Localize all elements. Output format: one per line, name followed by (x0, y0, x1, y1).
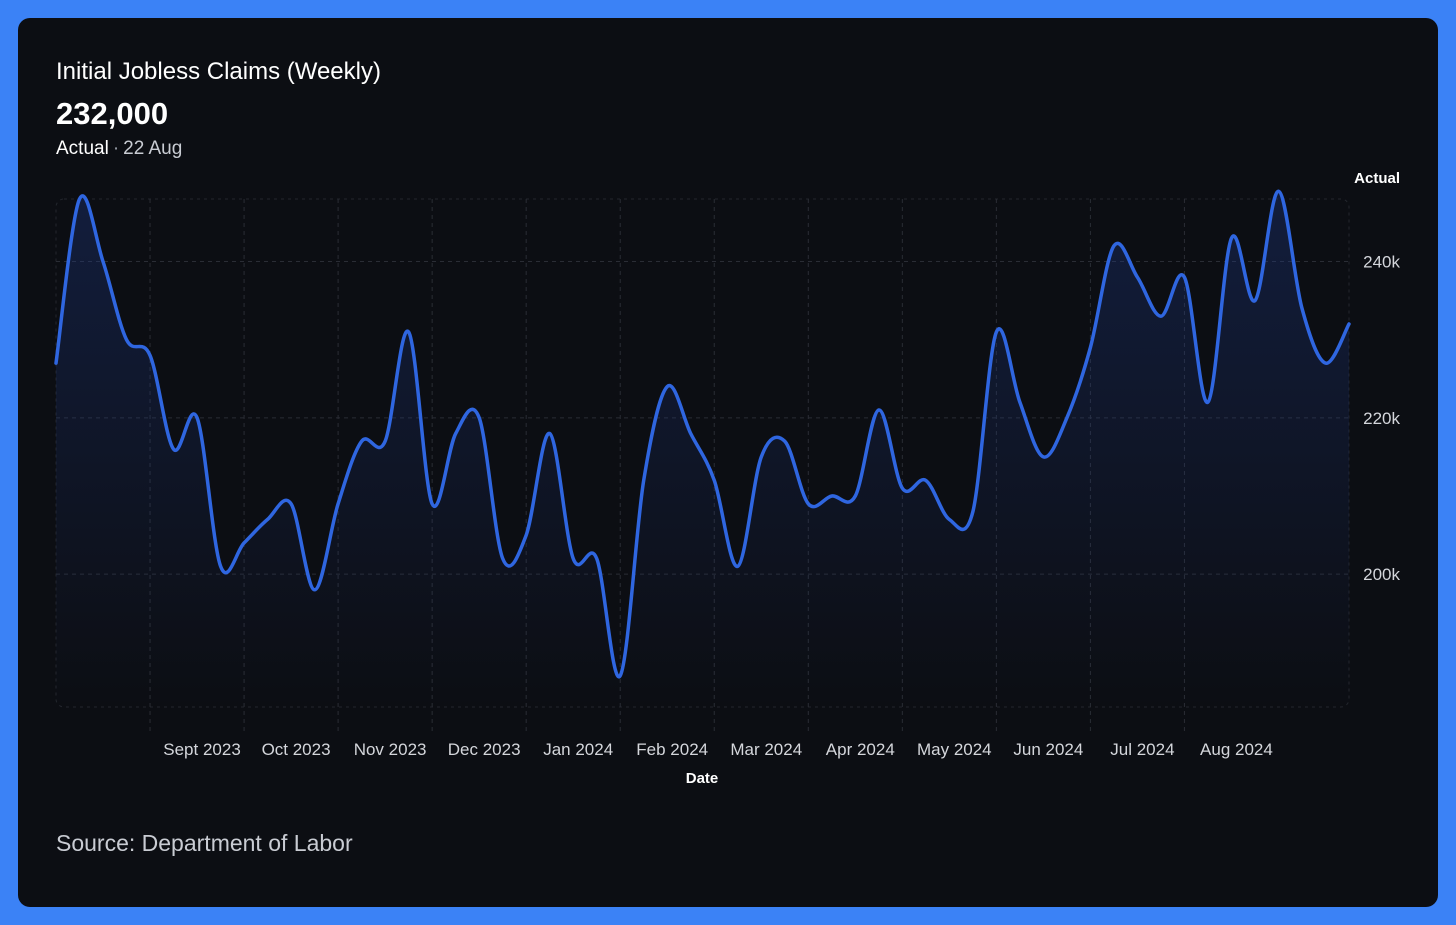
y-axis-title: Actual (1354, 170, 1400, 187)
data-point (313, 588, 317, 592)
data-point (430, 502, 434, 506)
data-point (242, 541, 246, 545)
data-point (219, 564, 223, 568)
x-tick-label: Jan 2024 (543, 740, 613, 759)
chart-title: Initial Jobless Claims (Weekly) (56, 58, 381, 85)
x-tick-label: Mar 2024 (730, 740, 802, 759)
data-point (148, 353, 152, 357)
data-point (266, 517, 270, 521)
data-point (524, 533, 528, 537)
separator-dot: · (112, 138, 120, 159)
data-point (172, 447, 176, 451)
date-label: 22 Aug (123, 138, 183, 159)
data-point (383, 439, 387, 443)
x-tick-label: Feb 2024 (636, 740, 708, 759)
data-point (407, 330, 411, 334)
data-point (618, 674, 622, 678)
data-point (571, 557, 575, 561)
data-point (712, 478, 716, 482)
x-tick-label: May 2024 (917, 740, 992, 759)
data-point (1324, 361, 1328, 365)
source-note: Source: Department of Labor (56, 830, 353, 856)
data-point (1135, 275, 1139, 279)
data-point (477, 416, 481, 420)
data-point (595, 557, 599, 561)
data-point (1347, 322, 1351, 326)
y-tick-label: 240k (1363, 253, 1400, 272)
data-point (642, 478, 646, 482)
data-point (501, 557, 505, 561)
data-point (1088, 346, 1092, 350)
data-point (1159, 314, 1163, 318)
data-point (1065, 416, 1069, 420)
data-point (360, 439, 364, 443)
x-tick-label: Dec 2023 (448, 740, 521, 759)
data-point (947, 517, 951, 521)
headline-value: 232,000 (56, 96, 169, 131)
series-line (54, 189, 1351, 679)
data-point (336, 502, 340, 506)
x-tick-label: Aug 2024 (1200, 740, 1273, 759)
status-label: Actual (56, 138, 109, 159)
x-tick-label: Sept 2023 (163, 740, 241, 759)
data-point (548, 432, 552, 436)
data-point (689, 432, 693, 436)
y-axis-ticks: 200k 220k 240k (1363, 253, 1400, 585)
data-point (806, 502, 810, 506)
y-tick-label: 200k (1363, 565, 1400, 584)
x-tick-label: Nov 2023 (354, 740, 427, 759)
data-point (783, 439, 787, 443)
y-tick-label: 220k (1363, 409, 1400, 428)
data-point (994, 330, 998, 334)
data-point (101, 260, 105, 264)
data-point (195, 416, 199, 420)
data-point (1253, 299, 1257, 303)
data-point (1041, 455, 1045, 459)
data-point (1206, 400, 1210, 404)
data-point (924, 478, 928, 482)
data-point (830, 494, 834, 498)
data-point (289, 502, 293, 506)
data-point (1230, 236, 1234, 240)
x-axis-ticks: Sept 2023 Oct 2023 Nov 2023 Dec 2023 Jan 202… (163, 740, 1273, 759)
data-point (665, 385, 669, 389)
data-point (971, 510, 975, 514)
x-tick-label: Apr 2024 (826, 740, 895, 759)
series-area (56, 191, 1349, 708)
x-axis-title: Date (686, 770, 719, 787)
data-point (78, 197, 82, 201)
data-point (1277, 189, 1281, 193)
data-point (1112, 244, 1116, 248)
value-subtitle: Actual · 22 Aug (56, 138, 182, 160)
data-point (877, 408, 881, 412)
data-point (125, 338, 129, 342)
data-point (1300, 306, 1304, 310)
data-point (54, 361, 58, 365)
data-point (1018, 400, 1022, 404)
data-point (759, 455, 763, 459)
data-point (1182, 275, 1186, 279)
x-tick-label: Jun 2024 (1013, 740, 1083, 759)
data-point (736, 564, 740, 568)
data-point (853, 494, 857, 498)
data-point (454, 432, 458, 436)
x-tick-label: Oct 2023 (262, 740, 331, 759)
x-tick-label: Jul 2024 (1110, 740, 1174, 759)
data-point (900, 486, 904, 490)
